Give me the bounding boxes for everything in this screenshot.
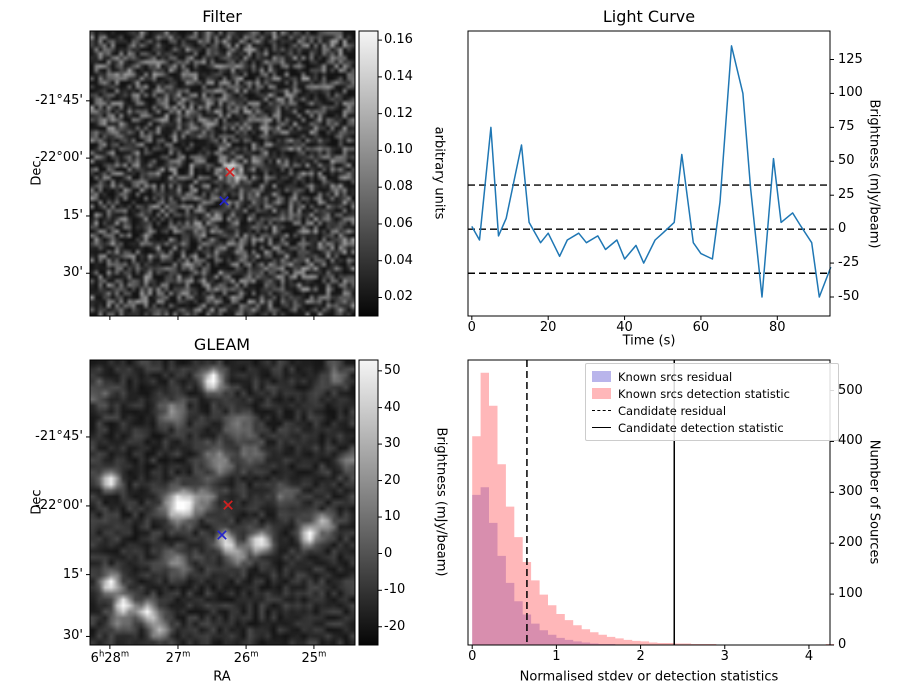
colorbar-tick-label: 0.04 xyxy=(384,252,413,268)
legend-label: Candidate residual xyxy=(618,403,727,418)
colorbar-tick-label: 0.12 xyxy=(384,105,413,121)
histogram-y-tick-label: 300 xyxy=(838,484,863,500)
histogram-ylabel: Number of Sources xyxy=(866,439,882,565)
colorbar-tick-label: 0.10 xyxy=(384,142,413,158)
colorbar-tick-label: -10 xyxy=(384,582,406,598)
colorbar-tick-label: 0.06 xyxy=(384,215,413,231)
lightcurve-y-tick-label: 50 xyxy=(838,153,855,169)
lightcurve-line xyxy=(471,45,832,298)
colorbar-tick-label: 0.14 xyxy=(384,68,413,84)
colorbar-tick-label: 0.16 xyxy=(384,31,413,47)
lightcurve-ylabel: Brightness (mJy/beam) xyxy=(866,99,882,249)
lightcurve-y-tick-label: 25 xyxy=(838,187,855,203)
lightcurve-xlabel: Time (s) xyxy=(622,333,676,349)
lightcurve-x-tick-label: 80 xyxy=(769,319,786,335)
gleam-colorbar-label: Brightness (mJy/beam) xyxy=(433,427,449,577)
legend-swatch-solid-line xyxy=(592,427,611,428)
legend-swatch-dashed-line xyxy=(592,410,611,411)
lightcurve-y-tick-label: 0 xyxy=(838,220,847,236)
colorbar-tick-label: 50 xyxy=(384,362,401,378)
lightcurve-y-tick-label: -50 xyxy=(838,288,860,304)
dec-tick-label: 15' xyxy=(62,566,83,582)
ra-tick-label: 25m xyxy=(301,648,327,667)
source-marker-x xyxy=(217,530,227,540)
colorbar-tick-label: 30 xyxy=(384,435,401,451)
legend-label: Known srcs detection statistic xyxy=(618,386,790,401)
gleam-title: GLEAM xyxy=(193,335,251,354)
colorbar-tick-label: 0.02 xyxy=(384,289,413,305)
dec-tick-label: -21°45' xyxy=(35,92,83,108)
histogram-x-tick-label: 3 xyxy=(720,648,729,664)
lightcurve-title: Light Curve xyxy=(602,7,696,26)
source-marker-x xyxy=(225,167,235,177)
lightcurve-y-tick-label: -25 xyxy=(838,254,860,270)
ra-tick-label: 26m xyxy=(233,648,259,667)
dec-tick-label: -22°00' xyxy=(35,149,83,165)
histogram-y-tick-label: 0 xyxy=(838,636,847,652)
source-marker-x xyxy=(223,500,233,510)
legend-item-known-detection: Known srcs detection statistic xyxy=(592,385,832,402)
legend-swatch-known-residual xyxy=(592,371,611,382)
lightcurve-x-tick-label: 40 xyxy=(616,319,633,335)
histogram-y-tick-label: 200 xyxy=(838,535,863,551)
colorbar-tick-label: 0.08 xyxy=(384,179,413,195)
ra-tick-label: 27m xyxy=(165,648,191,667)
histogram-y-tick-label: 100 xyxy=(838,585,863,601)
lightcurve-x-tick-label: 0 xyxy=(467,319,476,335)
colorbar-tick-label: 10 xyxy=(384,508,401,524)
colorbar-tick-label: -20 xyxy=(384,618,406,634)
histogram-x-tick-label: 2 xyxy=(636,648,645,664)
legend: Known srcs residual Known srcs detection… xyxy=(585,363,839,441)
source-marker-x xyxy=(219,196,229,206)
gleam-sky-image xyxy=(90,360,355,645)
dec-tick-label: -22°00' xyxy=(35,497,83,513)
dec-tick-label: 30' xyxy=(62,265,83,281)
legend-swatch-known-detection xyxy=(592,388,611,399)
dec-tick-label: 15' xyxy=(62,207,83,223)
ra-tick-label: 6h28m xyxy=(90,648,130,667)
colorbar-tick-label: 0 xyxy=(384,545,393,561)
histogram-x-tick-label: 0 xyxy=(468,648,477,664)
lightcurve-y-tick-label: 125 xyxy=(838,51,863,67)
legend-label: Candidate detection statistic xyxy=(618,420,784,435)
histogram-y-tick-label: 500 xyxy=(838,382,863,398)
gleam-xlabel: RA xyxy=(213,669,231,685)
filter-title: Filter xyxy=(202,7,242,26)
lightcurve-y-tick-label: 75 xyxy=(838,119,855,135)
lightcurve-y-tick-label: 100 xyxy=(838,85,863,101)
histogram-series xyxy=(472,487,835,645)
legend-item-known-residual: Known srcs residual xyxy=(592,368,832,385)
colorbar-tick-label: 40 xyxy=(384,399,401,415)
colorbar-tick-label: 20 xyxy=(384,472,401,488)
histogram-x-tick-label: 4 xyxy=(804,648,814,664)
legend-label: Known srcs residual xyxy=(618,369,733,384)
lightcurve-x-tick-label: 20 xyxy=(539,319,557,335)
dec-tick-label: -21°45' xyxy=(35,428,83,444)
histogram-series xyxy=(472,372,835,645)
histogram-x-tick-label: 1 xyxy=(552,648,561,664)
filter-colorbar-label: arbitrary units xyxy=(431,126,447,220)
legend-item-candidate-detection: Candidate detection statistic xyxy=(592,419,832,436)
lightcurve-x-tick-label: 60 xyxy=(692,319,710,335)
histogram-xlabel: Normalised stdev or detection statistics xyxy=(519,669,779,685)
filter-sky-image xyxy=(90,31,355,316)
dec-tick-label: 30' xyxy=(62,628,83,644)
histogram-y-tick-label: 400 xyxy=(838,433,863,449)
legend-item-candidate-residual: Candidate residual xyxy=(592,402,832,419)
